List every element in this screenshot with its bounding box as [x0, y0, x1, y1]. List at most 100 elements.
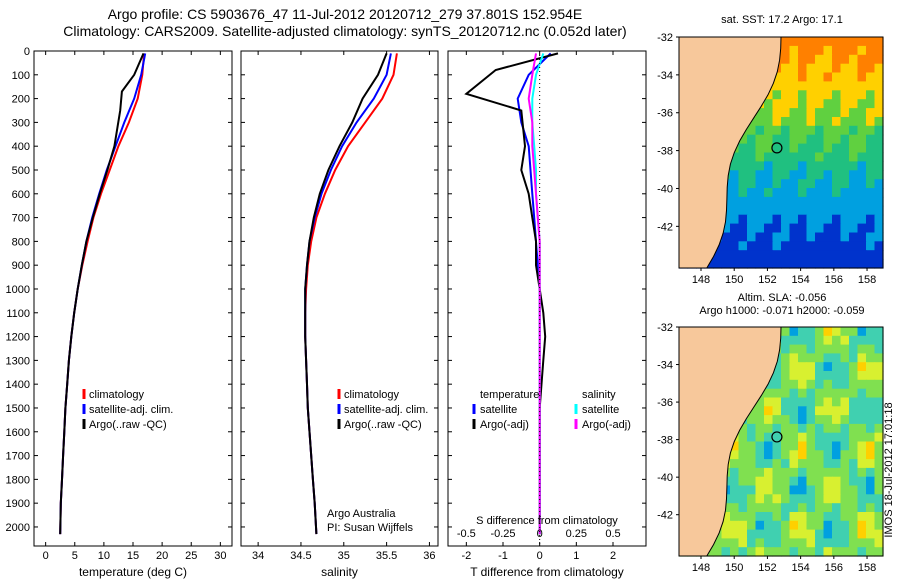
- map-cell-sst: [806, 125, 816, 136]
- map-cell-sst: [738, 241, 748, 251]
- map-cell-sla: [789, 327, 799, 337]
- map-cell-sst: [874, 63, 884, 74]
- map-cell-sla: [789, 512, 799, 522]
- map-cell-sla: [832, 512, 842, 522]
- map-cell-sst: [815, 179, 825, 189]
- s-diff-tick-label: 0.5: [605, 528, 620, 540]
- map-cell-sst: [857, 134, 867, 145]
- map-cell-sst: [798, 63, 808, 74]
- map-cell-sla: [840, 441, 850, 451]
- map-cell-sst: [721, 223, 731, 234]
- map-cell-sla: [789, 441, 799, 451]
- map-cell-sst: [840, 241, 850, 251]
- map-cell-sla: [815, 362, 825, 372]
- map-cell-sla: [874, 441, 884, 451]
- map-cell-sst: [764, 125, 774, 136]
- y-tick-label: 2000: [6, 522, 30, 534]
- map-cell-sst: [772, 99, 782, 109]
- map-cell-sla: [730, 503, 740, 513]
- map-cell-sst: [857, 223, 867, 234]
- map-cell-sla: [857, 353, 867, 363]
- map-cell-sla: [849, 503, 859, 513]
- lon-tick-label: 152: [758, 562, 776, 574]
- map-cell-sst: [755, 214, 765, 225]
- map-cell-sst: [866, 72, 876, 82]
- map-cell-sla: [823, 371, 833, 381]
- map-cell-sst: [849, 259, 859, 269]
- map-cell-sla: [874, 485, 884, 495]
- map-cell-sla: [747, 485, 757, 495]
- map-cell-sla: [849, 538, 859, 548]
- map-cell-sla: [755, 423, 765, 434]
- map-cell-sla: [772, 432, 782, 443]
- map-cell-sla: [840, 371, 850, 381]
- map-cell-sla: [857, 335, 867, 346]
- map-cell-sst: [747, 143, 757, 154]
- map-cell-sst: [764, 223, 774, 234]
- lon-tick-label: 158: [858, 274, 876, 286]
- map-cell-sla: [738, 450, 748, 460]
- map-cell-sla: [840, 388, 850, 399]
- map-cell-sla: [815, 547, 825, 557]
- map-cell-sst: [849, 117, 859, 127]
- map-cell-sst: [874, 170, 884, 180]
- map-cell-sla: [840, 494, 850, 504]
- map-cell-sst: [815, 250, 825, 260]
- legend-label: satellite-adj. clim.: [344, 404, 428, 416]
- map-cell-sla: [857, 441, 867, 451]
- map-cell-sst: [730, 241, 740, 251]
- map-cell-sst: [781, 161, 791, 171]
- y-tick-label: 1700: [6, 451, 30, 463]
- map-cell-sla: [840, 344, 850, 354]
- map-cell-sst: [840, 143, 850, 154]
- map-cell-sla: [823, 379, 833, 390]
- map-cell-sst: [789, 117, 799, 127]
- map-cell-sla: [832, 450, 842, 460]
- map-cell-sst: [755, 259, 765, 269]
- map-cell-sla: [866, 450, 876, 460]
- map-cell-sst: [823, 223, 833, 234]
- map-cell-sst: [747, 241, 757, 251]
- map-cell-sla: [772, 459, 782, 469]
- map-cell-sst: [823, 81, 833, 91]
- map-cell-sst: [755, 117, 765, 127]
- map-cell-sst: [815, 117, 825, 127]
- legend-header-salinity: salinity: [582, 389, 616, 401]
- map-cell-sst: [849, 188, 859, 198]
- map-cell-sst: [866, 108, 876, 118]
- map-cell-sla: [874, 538, 884, 548]
- map-cell-sla: [755, 406, 765, 416]
- map-cell-sst: [857, 205, 867, 216]
- map-cell-sst: [798, 214, 808, 225]
- map-cell-sst: [755, 125, 765, 136]
- map-cell-sla: [832, 353, 842, 363]
- map-cell-sla: [730, 441, 740, 451]
- map-cell-sst: [798, 45, 808, 56]
- map-cell-sla: [789, 406, 799, 416]
- map-cell-sst: [789, 108, 799, 118]
- map-cell-sla: [815, 423, 825, 434]
- map-cell-sst: [832, 54, 842, 65]
- map-cell-sla: [730, 485, 740, 495]
- map-cell-sst: [764, 250, 774, 260]
- map-cell-sla: [806, 353, 816, 363]
- map-cell-sla: [789, 371, 799, 381]
- lat-tick-label: -32: [657, 322, 673, 334]
- map-cell-sla: [874, 512, 884, 522]
- map-cell-sst: [738, 223, 748, 234]
- map-cell-sla: [815, 371, 825, 381]
- map-cell-sla: [755, 450, 765, 460]
- map-cell-sla: [840, 476, 850, 487]
- map-cell-sla: [747, 520, 757, 531]
- lat-tick-label: -36: [657, 397, 673, 409]
- argo-float-marker: [771, 142, 783, 154]
- map-cell-sla: [840, 485, 850, 495]
- map-cell-sst: [874, 214, 884, 225]
- s-diff-tick-label: -0.25: [490, 528, 515, 540]
- map-cell-sst: [738, 170, 748, 180]
- map-cell-sla: [823, 397, 833, 407]
- map-cell-sla: [781, 371, 791, 381]
- map-cell-sst: [849, 108, 859, 118]
- map-cell-sst: [874, 259, 884, 269]
- map-cell-sst: [781, 250, 791, 260]
